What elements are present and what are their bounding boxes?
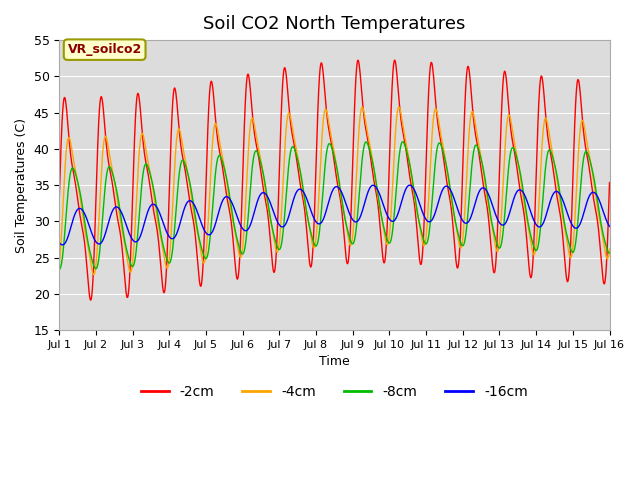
Legend: -2cm, -4cm, -8cm, -16cm: -2cm, -4cm, -8cm, -16cm <box>135 379 534 404</box>
Y-axis label: Soil Temperatures (C): Soil Temperatures (C) <box>15 118 28 252</box>
X-axis label: Time: Time <box>319 355 350 368</box>
Title: Soil CO2 North Temperatures: Soil CO2 North Temperatures <box>204 15 465 33</box>
Text: VR_soilco2: VR_soilco2 <box>68 43 142 56</box>
